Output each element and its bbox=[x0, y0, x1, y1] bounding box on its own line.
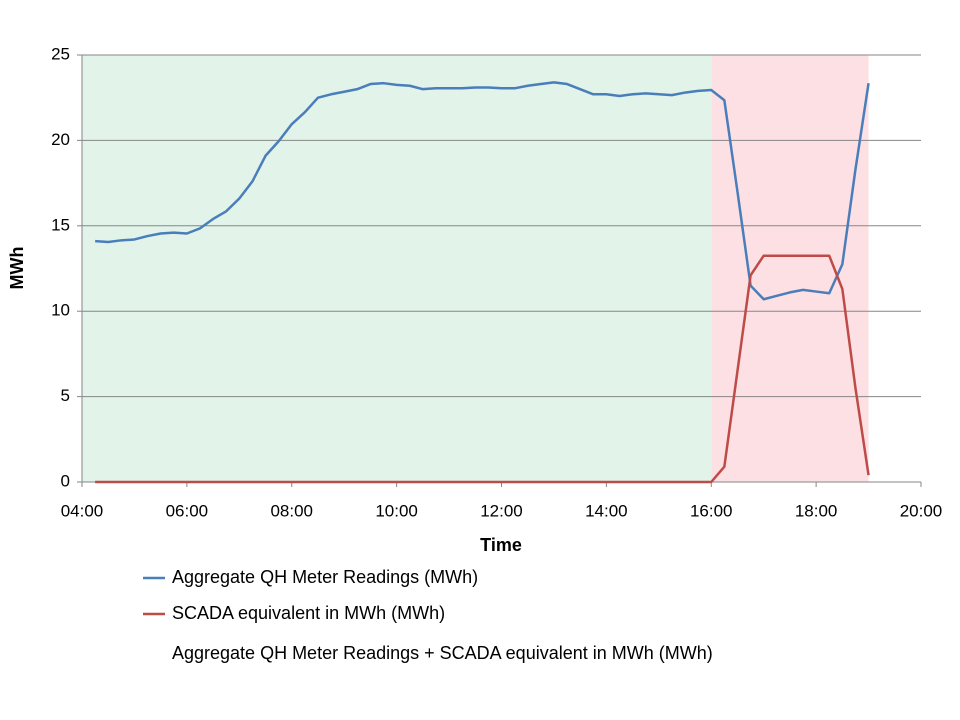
series-line bbox=[95, 254, 870, 484]
legend-label: Aggregate QH Meter Readings + SCADA equi… bbox=[172, 643, 713, 663]
shaded-band bbox=[711, 55, 869, 482]
y-tick-label: 15 bbox=[51, 215, 70, 234]
y-axis-title: MWh bbox=[7, 247, 27, 290]
x-tick-label: 16:00 bbox=[690, 501, 733, 520]
x-axis-title: Time bbox=[480, 535, 522, 555]
series-line bbox=[95, 81, 870, 301]
shaded-band bbox=[82, 55, 712, 482]
x-tick-label: 06:00 bbox=[166, 501, 209, 520]
y-tick-label: 5 bbox=[61, 386, 70, 405]
x-tick-label: 14:00 bbox=[585, 501, 628, 520]
x-tick-label: 10:00 bbox=[375, 501, 418, 520]
x-tick-label: 04:00 bbox=[61, 501, 104, 520]
x-tick-label: 08:00 bbox=[270, 501, 313, 520]
x-tick-label: 18:00 bbox=[795, 501, 838, 520]
legend-label: SCADA equivalent in MWh (MWh) bbox=[172, 603, 445, 623]
y-tick-label: 20 bbox=[51, 130, 70, 149]
y-tick-label: 0 bbox=[61, 471, 70, 490]
x-tick-label: 20:00 bbox=[900, 501, 943, 520]
y-tick-label: 10 bbox=[51, 301, 70, 320]
x-tick-label: 12:00 bbox=[480, 501, 523, 520]
legend-label: Aggregate QH Meter Readings (MWh) bbox=[172, 567, 478, 587]
y-tick-label: 25 bbox=[51, 44, 70, 63]
